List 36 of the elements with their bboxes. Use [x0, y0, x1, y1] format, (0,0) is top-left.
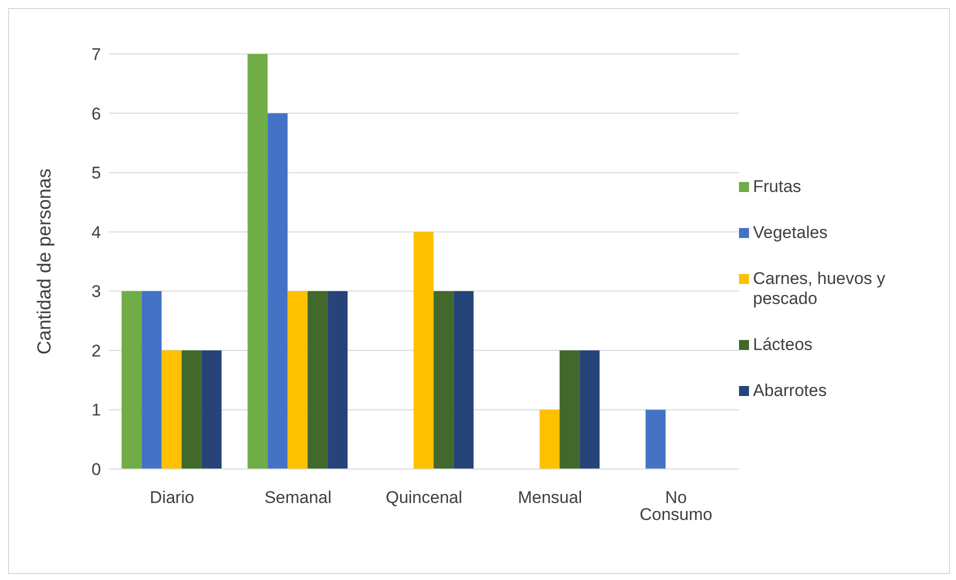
y-tick-label: 3: [92, 282, 101, 302]
bar: [454, 291, 474, 469]
bar: [202, 350, 222, 469]
bar: [308, 291, 328, 469]
legend-label: Lácteos: [753, 335, 813, 355]
bar: [142, 291, 162, 469]
y-tick-label: 1: [92, 400, 101, 420]
bar: [560, 350, 580, 469]
bar: [162, 350, 182, 469]
bar: [540, 410, 560, 469]
bar: [580, 350, 600, 469]
x-tick-label: Quincenal: [386, 488, 462, 508]
x-tick-label: Mensual: [518, 488, 582, 508]
bar: [288, 291, 308, 469]
bar: [182, 350, 202, 469]
bar: [268, 113, 288, 469]
y-tick-label: 0: [92, 460, 101, 480]
legend-label: Frutas: [753, 177, 802, 197]
bar: [248, 54, 268, 469]
x-tick-label: Semanal: [264, 488, 332, 508]
y-tick-label: 2: [92, 341, 101, 360]
x-tick-label: Diario: [150, 488, 194, 508]
bar: [434, 291, 454, 469]
y-axis-title: Cantidad de personas: [34, 168, 56, 354]
y-tick-label: 5: [92, 164, 101, 183]
y-tick-label: 4: [92, 222, 101, 242]
legend-label: Vegetales: [753, 223, 828, 243]
x-tick-label: No Consumo: [640, 488, 712, 524]
bar: [328, 291, 348, 469]
y-tick-label: 7: [92, 45, 101, 64]
bar: [414, 232, 434, 469]
legend-label: Abarrotes: [753, 381, 827, 401]
legend-label: Carnes, huevos y pescado: [753, 269, 886, 309]
bar: [646, 410, 666, 469]
y-tick-label: 6: [92, 104, 101, 124]
bar: [122, 291, 142, 469]
